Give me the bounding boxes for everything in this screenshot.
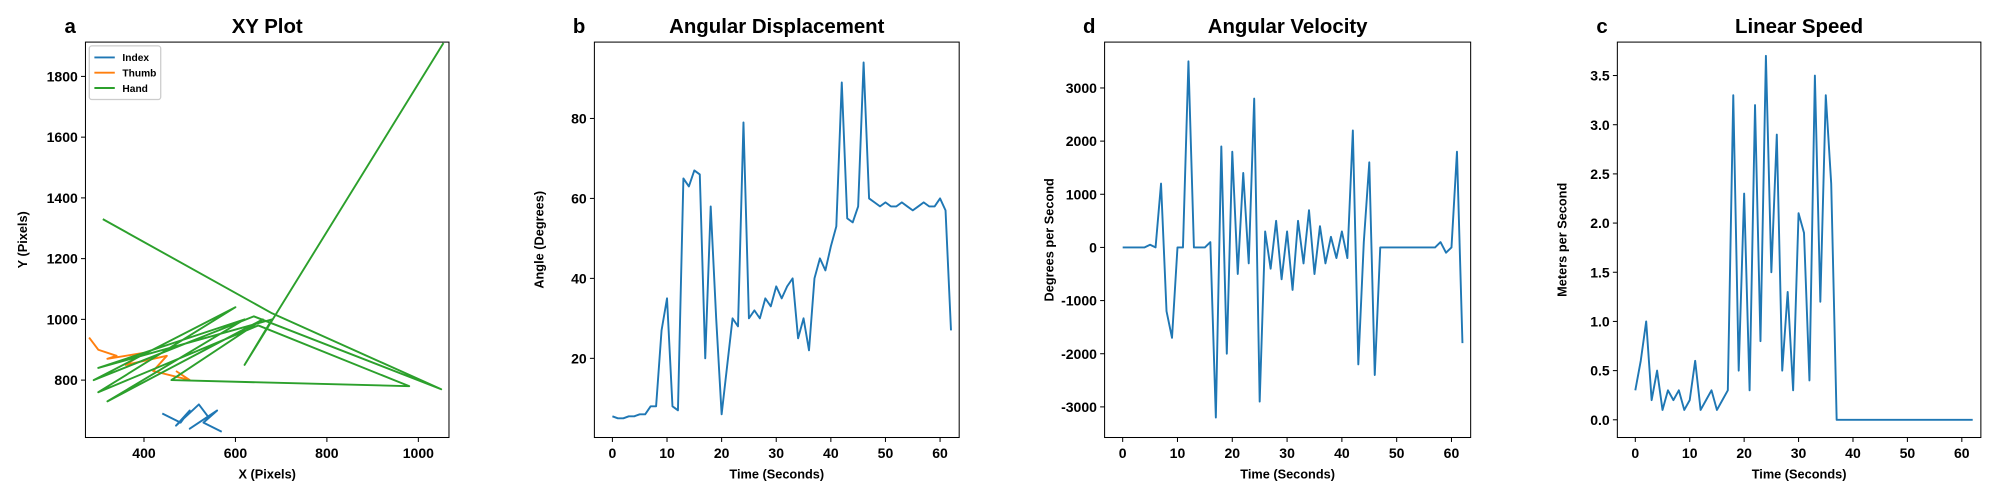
x-tick-label: 600 (224, 445, 248, 461)
y-tick-label: 1000 (1066, 186, 1097, 202)
x-axis-label: Time (Seconds) (1752, 466, 1847, 481)
y-tick-label: 0.0 (1590, 412, 1610, 428)
panel: b Angular Displacement Time (Seconds) Angle… (531, 16, 960, 481)
panel-label: a (64, 16, 76, 38)
x-tick-label: 60 (1444, 445, 1460, 461)
y-tick-label: 1800 (47, 69, 78, 85)
y-tick-label: -2000 (1061, 346, 1097, 362)
panel: a XY Plot X (Pixels) Y (Pixels) 400 600 800 100… (15, 16, 450, 481)
panel: d Angular Velocity Time (Seconds) Degrees p… (1042, 16, 1472, 481)
y-axis-label: Angle (Degrees) (531, 191, 546, 289)
x-tick-label: 800 (315, 445, 339, 461)
series-line (161, 403, 223, 433)
x-axis-label: Time (Seconds) (729, 466, 824, 481)
series-line (92, 42, 445, 403)
x-tick-label: 10 (659, 445, 675, 461)
chart-title: Angular Displacement (669, 16, 884, 38)
y-tick-label: 1000 (47, 311, 78, 327)
chart-title: Angular Velocity (1208, 16, 1368, 38)
y-axis-label: Y (Pixels) (15, 211, 30, 268)
y-tick-label: 800 (54, 372, 78, 388)
legend-box (88, 45, 162, 101)
y-tick-label: 1.0 (1590, 314, 1610, 330)
panel: c Linear Speed Time (Seconds) Meters per Se… (1554, 16, 1982, 481)
y-tick-label: 3000 (1066, 80, 1097, 96)
x-tick-label: 30 (1279, 445, 1295, 461)
panel-label: c (1596, 16, 1607, 38)
panel-label: d (1083, 16, 1095, 38)
axes-frame (1616, 41, 1982, 439)
y-tick-label: 2.0 (1590, 215, 1610, 231)
x-tick-label: 20 (714, 445, 730, 461)
x-tick-label: 50 (1900, 445, 1916, 461)
x-tick-label: 10 (1170, 445, 1186, 461)
legend-label: Hand (122, 84, 147, 95)
y-tick-label: 1.5 (1590, 264, 1610, 280)
x-tick-label: 0 (609, 445, 617, 461)
y-tick-label: 40 (571, 270, 587, 286)
y-axis-label: Degrees per Second (1042, 178, 1057, 301)
x-tick-label: 40 (1845, 445, 1861, 461)
series-line (1122, 60, 1464, 419)
x-tick-label: 40 (823, 445, 839, 461)
y-tick-label: 1600 (47, 129, 78, 145)
axes-frame (593, 41, 960, 439)
y-tick-label: -3000 (1061, 399, 1097, 415)
x-axis-label: Time (Seconds) (1240, 466, 1335, 481)
x-tick-label: 50 (1389, 445, 1405, 461)
series-line (612, 61, 952, 420)
y-tick-label: -1000 (1061, 293, 1097, 309)
y-tick-label: 3.0 (1590, 117, 1610, 133)
x-tick-label: 50 (878, 445, 894, 461)
axes-frame (84, 41, 450, 439)
x-tick-label: 30 (1791, 445, 1807, 461)
x-tick-label: 40 (1334, 445, 1350, 461)
y-tick-label: 20 (571, 350, 587, 366)
y-tick-label: 80 (571, 111, 587, 127)
chart-title: Linear Speed (1735, 16, 1863, 38)
panel-label: b (573, 16, 585, 38)
series-line (1634, 54, 1973, 421)
x-tick-label: 400 (132, 445, 156, 461)
x-tick-label: 20 (1736, 445, 1752, 461)
legend-label: Thumb (122, 69, 156, 80)
y-tick-label: 2000 (1066, 133, 1097, 149)
y-axis-label: Meters per Second (1554, 183, 1569, 297)
x-tick-label: 10 (1682, 445, 1698, 461)
y-tick-label: 1400 (47, 190, 78, 206)
y-tick-label: 2.5 (1590, 166, 1610, 182)
y-tick-label: 60 (571, 191, 587, 207)
x-tick-label: 30 (768, 445, 784, 461)
x-axis-label: X (Pixels) (239, 466, 296, 481)
y-tick-label: 1200 (47, 251, 78, 267)
x-tick-label: 1000 (403, 445, 434, 461)
legend-label: Index (122, 53, 149, 64)
y-tick-label: 3.5 (1590, 68, 1610, 84)
x-tick-label: 60 (1954, 445, 1970, 461)
chart-title: XY Plot (232, 16, 303, 38)
y-tick-label: 0.5 (1590, 363, 1610, 379)
x-tick-label: 0 (1119, 445, 1127, 461)
x-tick-label: 20 (1224, 445, 1240, 461)
axes-frame (1104, 41, 1472, 439)
y-tick-label: 0 (1089, 240, 1097, 256)
x-tick-label: 0 (1631, 445, 1639, 461)
x-tick-label: 60 (932, 445, 948, 461)
